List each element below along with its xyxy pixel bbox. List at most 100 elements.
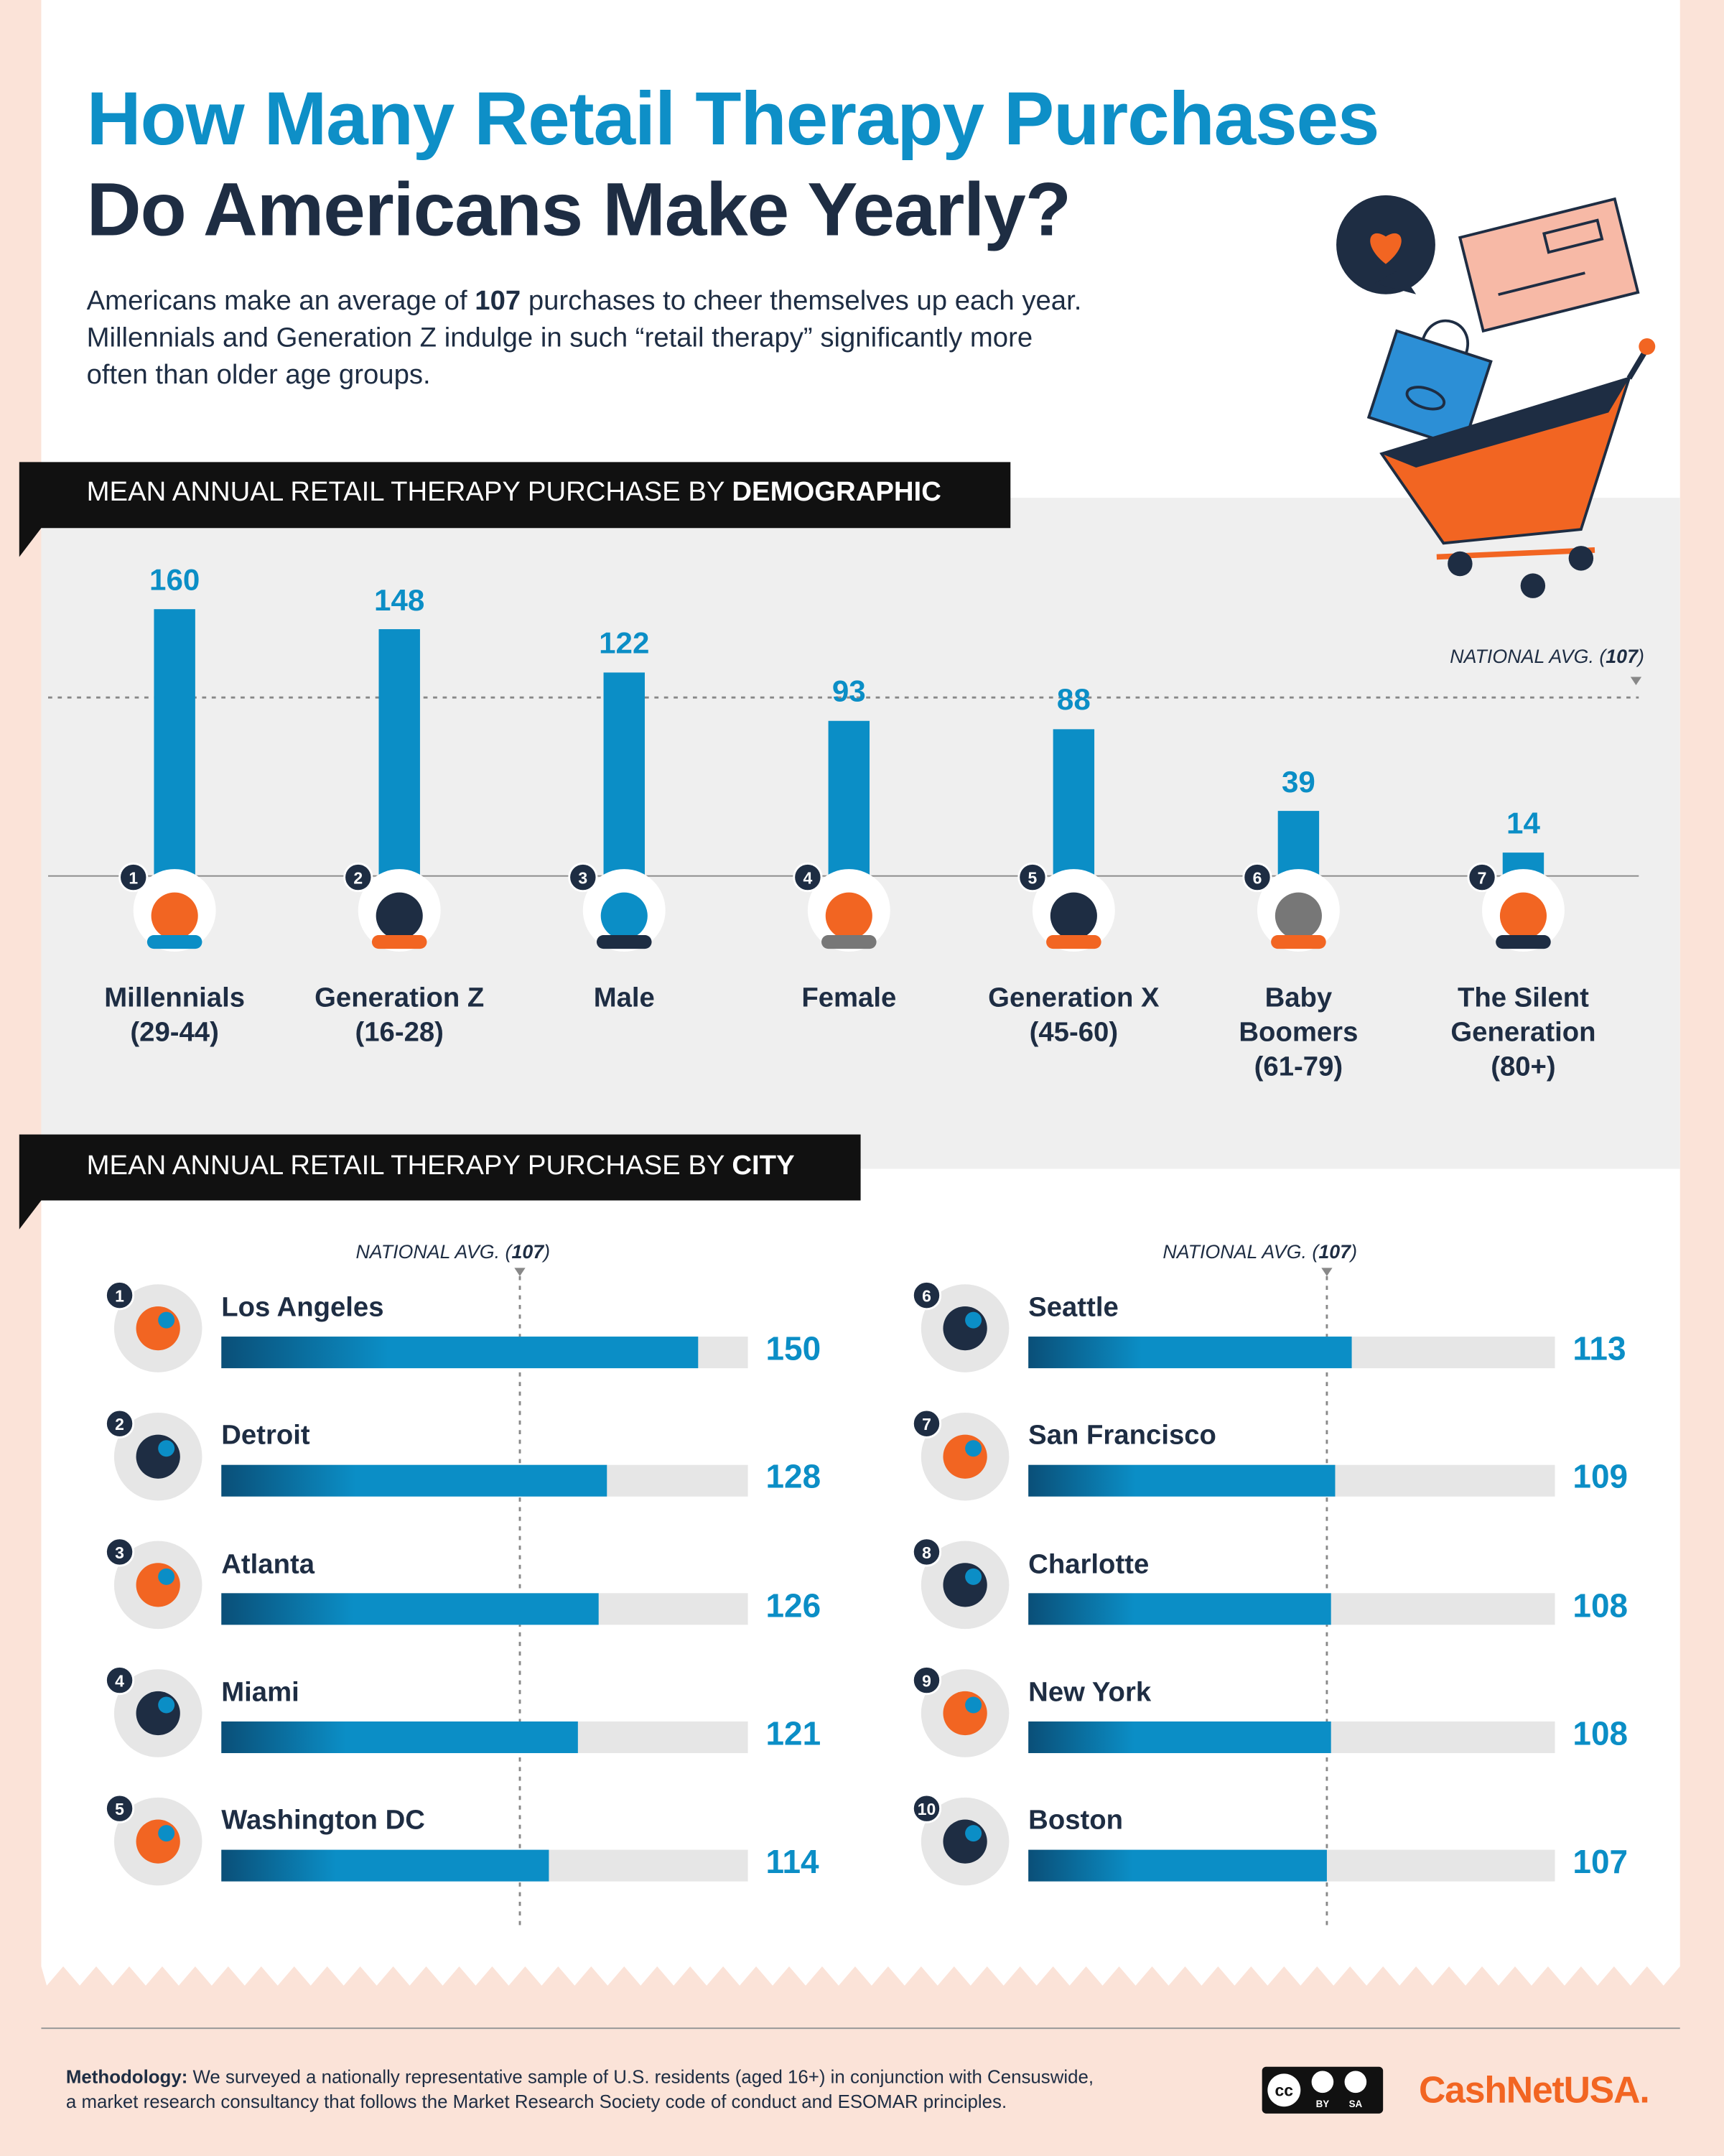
rank-label: 4 <box>803 869 812 888</box>
value-label: 88 <box>1056 682 1091 717</box>
value-label: 14 <box>1506 806 1540 840</box>
bar <box>1277 811 1320 876</box>
icon-figure <box>151 892 198 939</box>
illustration <box>1336 195 1656 598</box>
rank-badge <box>1242 862 1272 893</box>
icon-figure <box>821 934 877 949</box>
icon-figure <box>136 1819 180 1864</box>
category-label: New York <box>1028 1677 1152 1708</box>
bar <box>1028 1337 1352 1369</box>
icon-figure <box>376 892 423 939</box>
category-label: Seattle <box>1028 1292 1119 1323</box>
bar <box>1028 1464 1336 1497</box>
icon-figure <box>158 1825 175 1842</box>
intro-part: purchases to cheer themselves up each ye… <box>86 286 1082 391</box>
category-label: Charlotte <box>1028 1549 1150 1580</box>
rank-badge <box>911 1793 942 1823</box>
value-label: 114 <box>765 1844 819 1882</box>
icon-figure <box>146 934 202 949</box>
category-label: Baby Boomers (61-79) <box>1239 982 1359 1082</box>
license-label: BY <box>1316 2099 1330 2109</box>
rank-label: 5 <box>1028 869 1038 888</box>
category-label: Detroit <box>221 1421 310 1451</box>
category-label: Washington DC <box>221 1806 425 1836</box>
title: How Many Retail Therapy Purchases <box>86 75 1380 162</box>
section-title-part: MEAN ANNUAL RETAIL THERAPY PURCHASE BY <box>86 1151 732 1181</box>
category-label: Atlanta <box>221 1549 315 1580</box>
reference-label-part: 107 <box>511 1240 544 1263</box>
rank-badge <box>911 1537 942 1567</box>
methodology: Methodology: We surveyed a nationally re… <box>66 2066 1094 2115</box>
bar <box>221 1849 549 1882</box>
value-label: 39 <box>1281 763 1315 799</box>
icon-figure <box>158 1440 175 1457</box>
reference-label-part: ) <box>544 1240 551 1263</box>
category-label: Miami <box>221 1677 299 1708</box>
bar <box>1028 1593 1331 1625</box>
rank-badge <box>568 862 598 893</box>
section-title: MEAN ANNUAL RETAIL THERAPY PURCHASE BY D… <box>87 477 941 508</box>
reference-label-part: NATIONAL AVG. ( <box>1162 1240 1319 1263</box>
section-header <box>19 462 1011 557</box>
section-title-part: MEAN ANNUAL RETAIL THERAPY PURCHASE BY <box>86 477 732 508</box>
rank-badge <box>911 1665 942 1696</box>
rank-badge <box>104 1408 135 1439</box>
category-label: Millennials (29-44) <box>104 982 246 1048</box>
icon-figure <box>136 1563 180 1607</box>
category-label: Female <box>801 982 897 1014</box>
icon-figure <box>943 1563 987 1607</box>
icon-figure <box>136 1306 180 1351</box>
icon-figure <box>965 1568 982 1585</box>
reference-label-part: 107 <box>1318 1240 1351 1263</box>
section-header <box>19 1134 861 1230</box>
rank-label: 7 <box>1478 869 1487 888</box>
bar <box>378 629 420 876</box>
reference-pointer <box>1630 677 1642 686</box>
value-label: 160 <box>149 562 200 597</box>
license-badge <box>1262 2066 1384 2114</box>
reference-label: NATIONAL AVG. (107) <box>1162 1240 1357 1263</box>
rank-label: 3 <box>115 1543 124 1562</box>
icon-figure <box>965 1825 982 1842</box>
value-label: 108 <box>1572 1587 1629 1625</box>
icon-figure <box>943 1819 987 1864</box>
icon-figure <box>943 1691 987 1736</box>
value-label: 148 <box>374 582 425 617</box>
section-title: MEAN ANNUAL RETAIL THERAPY PURCHASE BY C… <box>87 1151 795 1183</box>
title: Do Americans Make Yearly? <box>86 166 1071 252</box>
rank-label: 1 <box>115 1287 124 1306</box>
license-label: cc <box>1275 2081 1294 2099</box>
category-label: The Silent Generation (80+) <box>1450 982 1596 1082</box>
value-label: 109 <box>1572 1459 1629 1497</box>
icon-figure <box>371 934 427 949</box>
icon-figure <box>158 1568 175 1585</box>
icon-figure <box>943 1306 987 1351</box>
bar <box>1028 1721 1331 1754</box>
rank-label: 4 <box>115 1671 124 1690</box>
category-label: Generation X (45-60) <box>988 982 1160 1048</box>
value-label: 107 <box>1572 1844 1629 1882</box>
bar <box>221 1464 607 1497</box>
bar <box>1028 1849 1327 1882</box>
icon-figure <box>965 1696 982 1714</box>
icon-figure <box>158 1696 175 1714</box>
icon-figure <box>943 1434 987 1479</box>
value-label: 126 <box>765 1587 821 1625</box>
bar <box>221 1337 699 1369</box>
methodology-part: Methodology: <box>65 2066 188 2088</box>
rank-badge <box>104 1793 135 1823</box>
rank-badge <box>793 862 823 893</box>
value-label: 128 <box>765 1459 821 1497</box>
bar <box>603 672 645 876</box>
section-title-part: DEMOGRAPHIC <box>732 477 941 508</box>
reference-label-part: NATIONAL AVG. ( <box>1450 645 1606 668</box>
icon-figure <box>600 892 648 939</box>
reference-label-part: ) <box>1638 645 1644 668</box>
value-label: 93 <box>831 674 866 709</box>
reference-label-part: ) <box>1351 1240 1358 1263</box>
rank-badge <box>911 1281 942 1311</box>
rank-badge <box>104 1281 135 1311</box>
category-label: Male <box>593 982 655 1014</box>
